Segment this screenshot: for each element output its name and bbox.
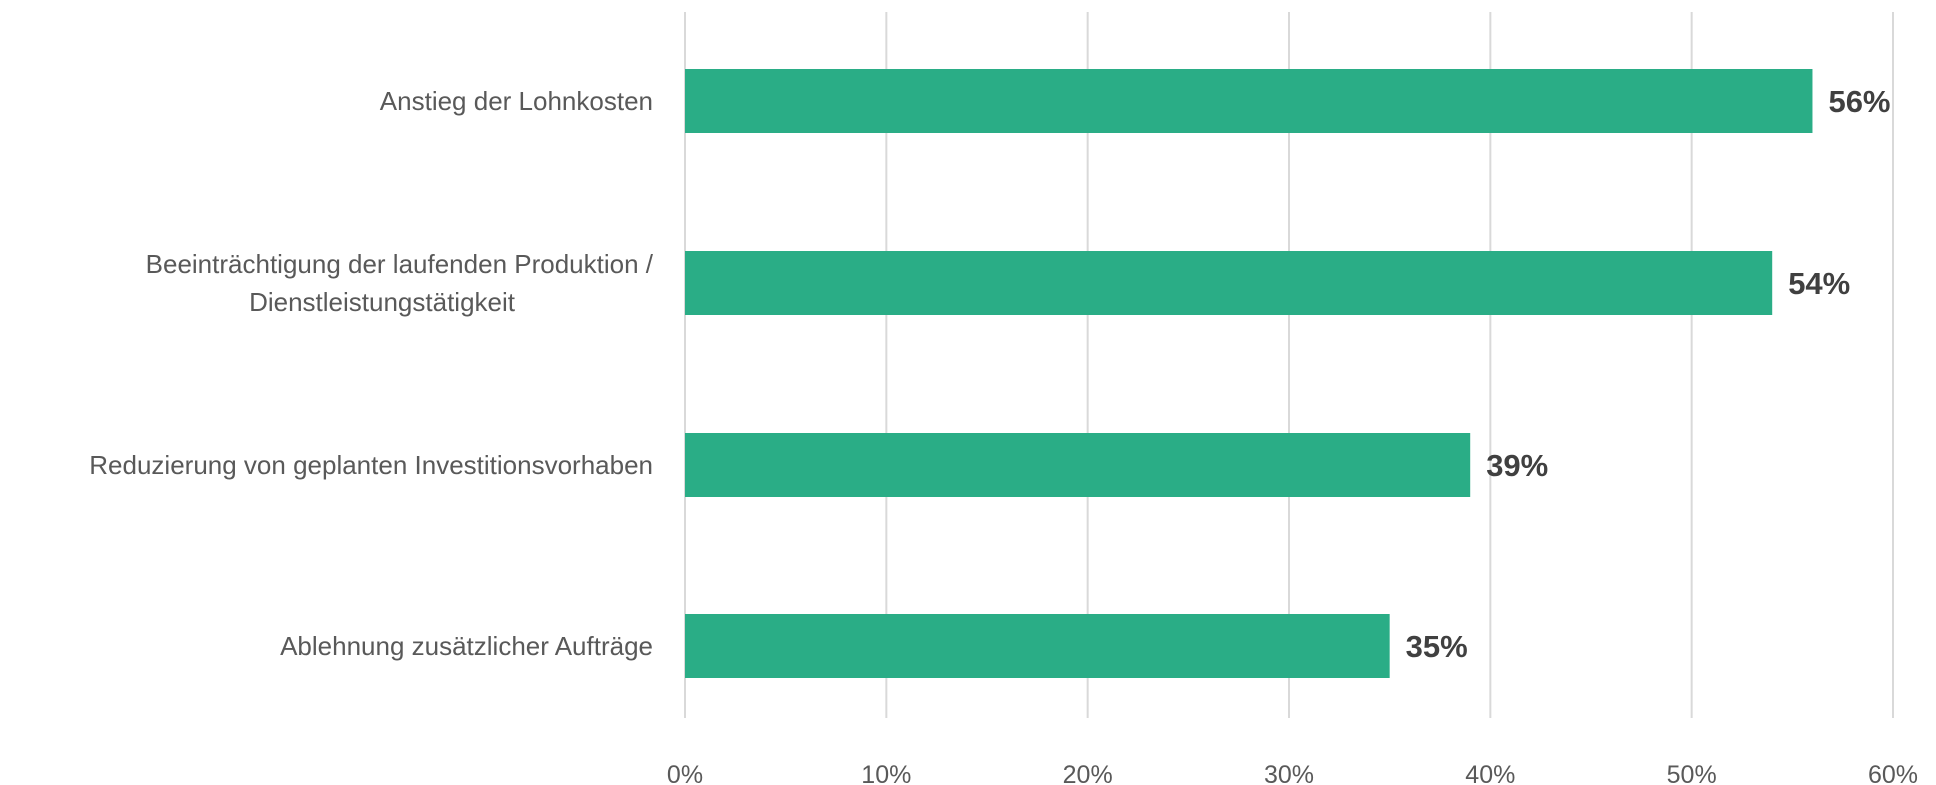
data-label: 39% (1486, 448, 1548, 483)
bar (685, 614, 1390, 678)
category-label-line: Anstieg der Lohnkosten (380, 86, 653, 116)
category-label-line: Ablehnung zusätzlicher Aufträge (280, 631, 653, 661)
bar (685, 251, 1773, 315)
bars (685, 69, 1813, 678)
data-label: 56% (1828, 84, 1890, 119)
x-tick-label: 30% (1264, 761, 1314, 785)
x-tick-label: 0% (667, 761, 703, 785)
x-tick-label: 60% (1868, 761, 1918, 785)
data-label: 35% (1406, 629, 1468, 664)
x-tick-label: 40% (1465, 761, 1515, 785)
category-label: Reduzierung von geplanten Investitionsvo… (89, 450, 653, 480)
x-tick-label: 10% (861, 761, 911, 785)
category-label: Ablehnung zusätzlicher Aufträge (280, 631, 653, 661)
x-tick-label: 50% (1667, 761, 1717, 785)
category-label-line: Beeinträchtigung der laufenden Produktio… (146, 249, 654, 279)
category-labels: Anstieg der Lohnkosten Beeinträchtigung d… (89, 86, 654, 661)
x-axis-tick-labels: 0% 10% 20% 30% 40% 50% 60% (667, 761, 1918, 785)
value-labels: 56% 54% 39% 35% (1406, 84, 1891, 664)
category-label: Anstieg der Lohnkosten (380, 86, 653, 116)
x-tick-label: 20% (1063, 761, 1113, 785)
bar (685, 69, 1813, 133)
data-label: 54% (1788, 266, 1850, 301)
category-label: Beeinträchtigung der laufenden Produktio… (146, 249, 654, 317)
category-label-line: Reduzierung von geplanten Investitionsvo… (89, 450, 653, 480)
category-label-line: Dienstleistungstätigkeit (249, 287, 516, 317)
bar (685, 433, 1471, 497)
